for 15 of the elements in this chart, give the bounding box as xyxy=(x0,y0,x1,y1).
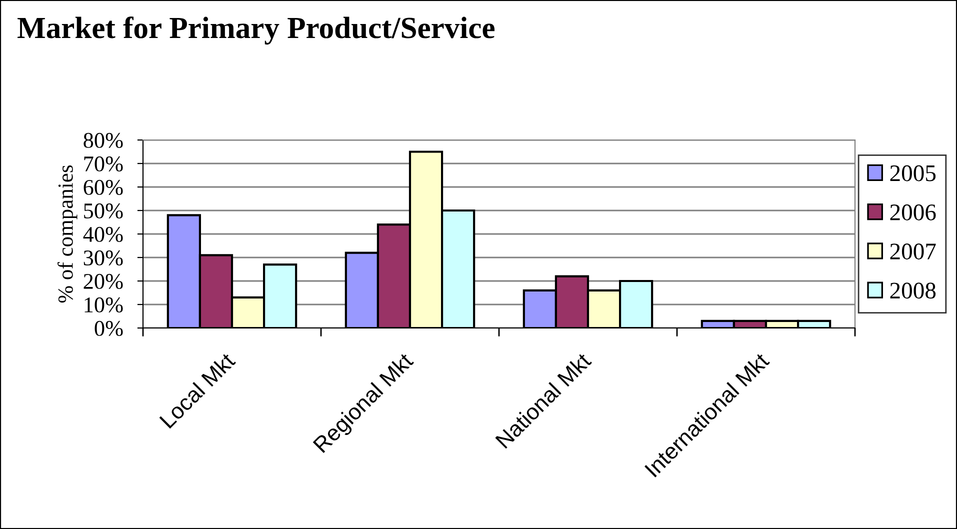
y-tick-label: 30% xyxy=(84,250,123,266)
legend-label: 2005 xyxy=(890,165,936,182)
legend-label: 2006 xyxy=(890,204,936,220)
y-tick-label: 60% xyxy=(84,180,123,195)
legend-label: 2008 xyxy=(890,282,936,299)
chart-title: Market for Primary Product/Service xyxy=(18,16,494,45)
y-tick-label: 50% xyxy=(84,203,123,218)
y-tick-label: 70% xyxy=(84,156,123,172)
y-tick-label: 0% xyxy=(94,320,123,336)
y-tick-label: 80% xyxy=(84,132,123,148)
y-tick-label: 10% xyxy=(84,297,123,312)
y-axis-title: % of companies xyxy=(58,165,78,303)
legend-label: 2007 xyxy=(890,244,936,260)
y-tick-label: 40% xyxy=(83,226,123,242)
y-tick-label: 20% xyxy=(84,274,123,289)
